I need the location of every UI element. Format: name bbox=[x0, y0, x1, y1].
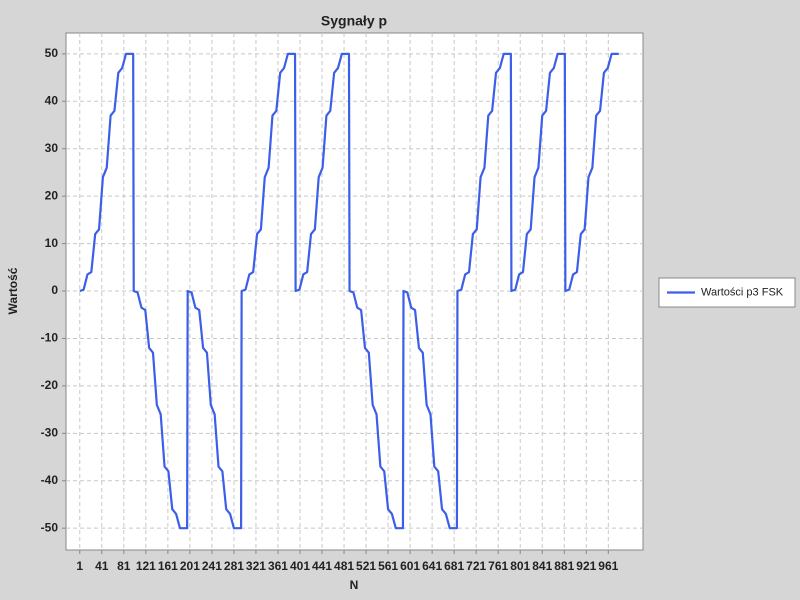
x-tick-label: 81 bbox=[117, 559, 131, 573]
x-tick-label: 521 bbox=[356, 559, 376, 573]
x-tick-label: 961 bbox=[598, 559, 618, 573]
y-tick-label: 10 bbox=[45, 236, 59, 250]
y-tick-label: 0 bbox=[51, 283, 58, 297]
data-line bbox=[79, 52, 619, 530]
x-tick-label: 401 bbox=[290, 559, 310, 573]
y-tick-label: -20 bbox=[41, 378, 59, 392]
x-tick-label: 281 bbox=[224, 559, 244, 573]
x-tick-label: 481 bbox=[334, 559, 354, 573]
x-tick-label: 121 bbox=[136, 559, 156, 573]
x-tick-label: 881 bbox=[554, 559, 574, 573]
legend-label: Wartości p3 FSK bbox=[701, 286, 784, 298]
x-tick-label: 41 bbox=[95, 559, 109, 573]
x-tick-label: 241 bbox=[202, 559, 222, 573]
x-tick-label: 801 bbox=[510, 559, 530, 573]
y-axis-label: Wartość bbox=[6, 267, 20, 314]
y-tick-label: 40 bbox=[45, 93, 59, 107]
x-tick-label: 161 bbox=[158, 559, 178, 573]
x-tick-label: 841 bbox=[532, 559, 552, 573]
y-tick-label: -10 bbox=[41, 331, 59, 345]
y-tick-label: 20 bbox=[45, 188, 59, 202]
y-tick-label: -40 bbox=[41, 473, 59, 487]
x-tick-label: 361 bbox=[268, 559, 288, 573]
y-tick-label: -30 bbox=[41, 425, 59, 439]
x-tick-label: 321 bbox=[246, 559, 266, 573]
x-tick-label: 1 bbox=[76, 559, 83, 573]
x-tick-label: 721 bbox=[466, 559, 486, 573]
x-tick-label: 601 bbox=[400, 559, 420, 573]
x-tick-label: 681 bbox=[444, 559, 464, 573]
x-tick-label: 641 bbox=[422, 559, 442, 573]
x-tick-label: 921 bbox=[576, 559, 596, 573]
x-tick-label: 441 bbox=[312, 559, 332, 573]
x-tick-label: 201 bbox=[180, 559, 200, 573]
y-tick-label: 30 bbox=[45, 141, 59, 155]
chart-title: Sygnały p bbox=[321, 13, 387, 29]
x-tick-label: 761 bbox=[488, 559, 508, 573]
y-tick-label: -50 bbox=[41, 520, 59, 534]
y-tick-label: 50 bbox=[45, 46, 59, 60]
x-axis-label: N bbox=[350, 578, 359, 592]
x-tick-label: 561 bbox=[378, 559, 398, 573]
